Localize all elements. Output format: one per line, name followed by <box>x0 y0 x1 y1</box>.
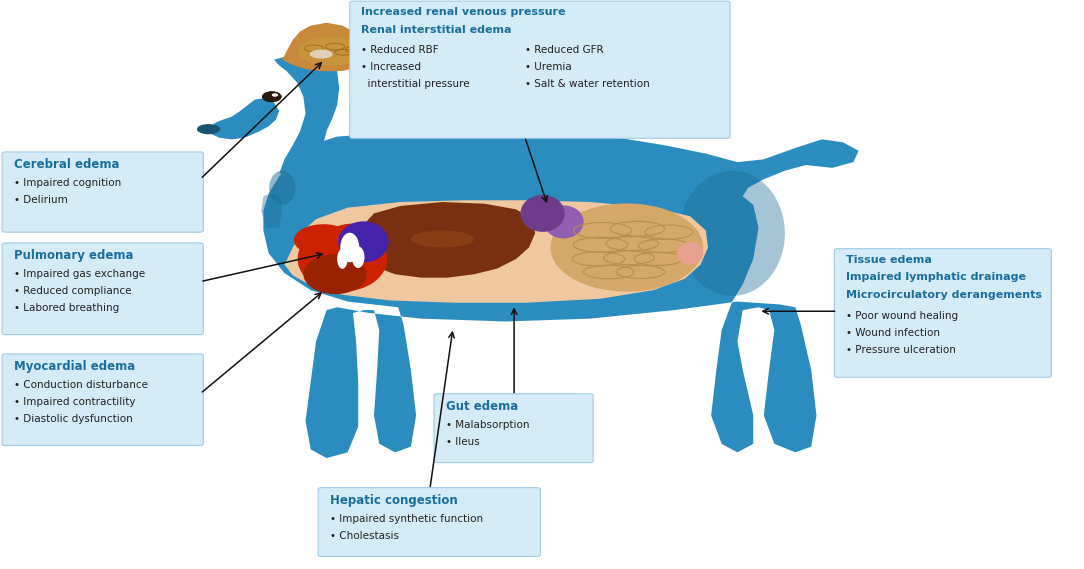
Text: • Impaired gas exchange: • Impaired gas exchange <box>14 269 145 279</box>
Text: Increased renal venous pressure: Increased renal venous pressure <box>361 7 566 18</box>
Text: • Reduced RBF: • Reduced RBF <box>361 46 439 55</box>
Circle shape <box>262 92 281 102</box>
Ellipse shape <box>411 230 474 248</box>
Ellipse shape <box>551 204 704 292</box>
FancyBboxPatch shape <box>350 1 731 138</box>
FancyBboxPatch shape <box>2 152 204 232</box>
Ellipse shape <box>304 254 366 294</box>
Text: Gut edema: Gut edema <box>446 400 518 413</box>
Text: • Ileus: • Ileus <box>446 437 479 447</box>
Polygon shape <box>284 200 708 303</box>
Text: Pulmonary edema: Pulmonary edema <box>14 249 133 262</box>
Text: • Delirium: • Delirium <box>14 195 67 205</box>
FancyBboxPatch shape <box>2 354 204 446</box>
Ellipse shape <box>340 233 359 262</box>
FancyBboxPatch shape <box>2 243 204 335</box>
FancyBboxPatch shape <box>319 488 541 556</box>
Text: • Pressure ulceration: • Pressure ulceration <box>846 345 956 355</box>
Ellipse shape <box>680 171 785 296</box>
Text: Renal interstitial edema: Renal interstitial edema <box>361 26 512 35</box>
FancyBboxPatch shape <box>434 394 593 463</box>
Polygon shape <box>261 193 282 228</box>
Text: • Reduced compliance: • Reduced compliance <box>14 286 131 296</box>
Text: • Impaired contractility: • Impaired contractility <box>14 397 136 407</box>
Text: • Salt & water retention: • Salt & water retention <box>525 80 649 89</box>
Text: • Impaired synthetic function: • Impaired synthetic function <box>330 514 482 524</box>
Text: interstitial pressure: interstitial pressure <box>361 80 470 89</box>
Text: • Malabsorption: • Malabsorption <box>446 420 529 430</box>
Text: • Uremia: • Uremia <box>525 63 571 72</box>
Ellipse shape <box>352 246 364 268</box>
Text: Hepatic congestion: Hepatic congestion <box>330 494 457 507</box>
Polygon shape <box>282 23 366 71</box>
Text: • Wound infection: • Wound infection <box>846 328 940 338</box>
Text: • Labored breathing: • Labored breathing <box>14 303 119 314</box>
Ellipse shape <box>269 171 296 205</box>
Circle shape <box>326 224 379 252</box>
Text: • Impaired cognition: • Impaired cognition <box>14 178 121 188</box>
Text: Cerebral edema: Cerebral edema <box>14 158 119 171</box>
Text: Microcirculatory derangements: Microcirculatory derangements <box>846 290 1042 300</box>
Text: Impaired lymphatic drainage: Impaired lymphatic drainage <box>846 272 1025 282</box>
Text: Tissue edema: Tissue edema <box>846 255 932 265</box>
Polygon shape <box>356 202 535 278</box>
Ellipse shape <box>338 221 389 262</box>
Ellipse shape <box>520 195 565 232</box>
Text: • Poor wound healing: • Poor wound healing <box>846 311 958 321</box>
Text: • Diastolic dysfunction: • Diastolic dysfunction <box>14 414 132 424</box>
Ellipse shape <box>298 37 366 65</box>
Text: Myocardial edema: Myocardial edema <box>14 360 134 373</box>
Text: • Conduction disturbance: • Conduction disturbance <box>14 380 147 390</box>
Text: • Reduced GFR: • Reduced GFR <box>525 46 604 55</box>
FancyBboxPatch shape <box>835 249 1051 377</box>
Ellipse shape <box>543 205 583 238</box>
Circle shape <box>272 93 279 97</box>
Polygon shape <box>263 131 859 458</box>
Polygon shape <box>274 48 339 174</box>
Text: • Cholestasis: • Cholestasis <box>330 531 399 541</box>
Ellipse shape <box>310 50 333 59</box>
Circle shape <box>294 224 353 256</box>
Polygon shape <box>208 98 280 139</box>
Ellipse shape <box>298 226 387 291</box>
Ellipse shape <box>337 249 348 269</box>
Ellipse shape <box>676 242 704 265</box>
Text: • Increased: • Increased <box>361 63 422 72</box>
Ellipse shape <box>197 124 220 134</box>
